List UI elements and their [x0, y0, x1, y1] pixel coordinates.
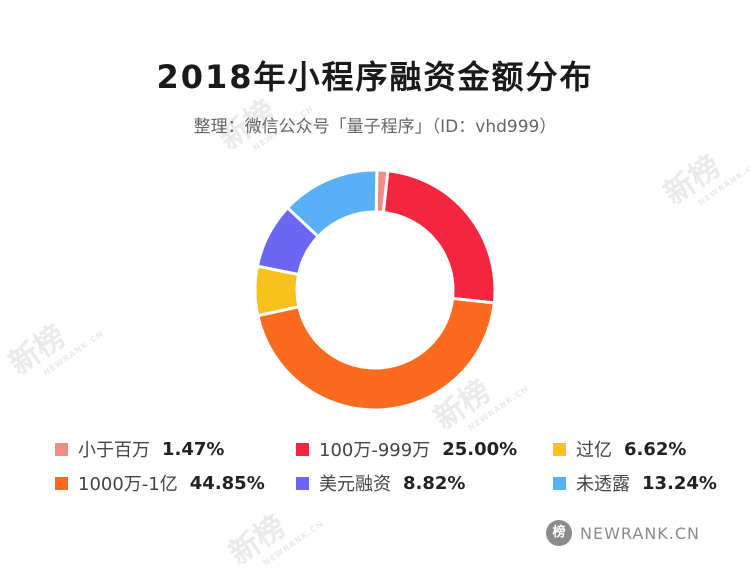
legend-value: 1.47%	[162, 438, 225, 460]
legend-label: 100万-999万	[319, 440, 431, 461]
legend-item: 过亿 6.62%	[553, 436, 686, 462]
legend-label: 美元融资	[319, 474, 391, 495]
watermark-text: 新榜	[2, 318, 73, 382]
legend-label: 1000万-1亿	[78, 474, 178, 495]
brand-text: NEWRANK.CN	[580, 523, 700, 543]
legend-label: 过亿	[576, 440, 612, 461]
legend-swatch	[553, 442, 566, 456]
donut-slice	[381, 169, 497, 305]
legend-swatch	[296, 476, 309, 490]
brand-logo-icon: 榜	[546, 520, 572, 546]
legend-label: 小于百万	[78, 440, 150, 461]
legend-value: 25.00%	[442, 438, 518, 460]
donut-slice	[285, 168, 379, 239]
watermark: 新榜 NEWRANK.CN	[0, 293, 106, 390]
donut-slice	[255, 296, 496, 412]
watermark-sub: NEWRANK.CN	[696, 158, 750, 208]
legend-item: 小于百万 1.47%	[55, 436, 224, 462]
legend-value: 13.24%	[642, 472, 717, 494]
legend-value: 6.62%	[624, 438, 687, 460]
legend-swatch	[55, 442, 68, 456]
watermark-text: 新榜	[657, 148, 728, 212]
chart-subtitle: 整理：微信公众号「量子程序」（ID：vhd999）	[193, 117, 557, 137]
legend-label: 未透露	[576, 474, 630, 495]
watermark: 新榜 NEWRANK.CN	[653, 123, 750, 220]
legend-item: 1000万-1亿 44.85%	[55, 470, 265, 496]
watermark-sub: NEWRANK.CN	[41, 328, 106, 378]
legend-value: 44.85%	[189, 472, 265, 494]
chart-title: 2018年小程序融资金额分布	[156, 58, 594, 96]
legend-item: 美元融资 8.82%	[296, 470, 465, 496]
legend-swatch	[296, 442, 309, 456]
watermark-text: 新榜	[222, 508, 293, 572]
legend-value: 8.82%	[403, 472, 466, 494]
brand-footer: 榜 NEWRANK.CN	[546, 520, 700, 546]
chart-legend: 小于百万 1.47% 100万-999万 25.00% 过亿 6.62% 1000万-1亿 4…	[0, 430, 750, 510]
legend-item: 100万-999万 25.00%	[296, 436, 517, 462]
legend-swatch	[55, 476, 68, 490]
legend-item: 未透露 13.24%	[553, 470, 717, 496]
donut-chart	[253, 168, 497, 412]
watermark-sub: NEWRANK.CN	[261, 518, 326, 568]
legend-swatch	[553, 476, 566, 490]
